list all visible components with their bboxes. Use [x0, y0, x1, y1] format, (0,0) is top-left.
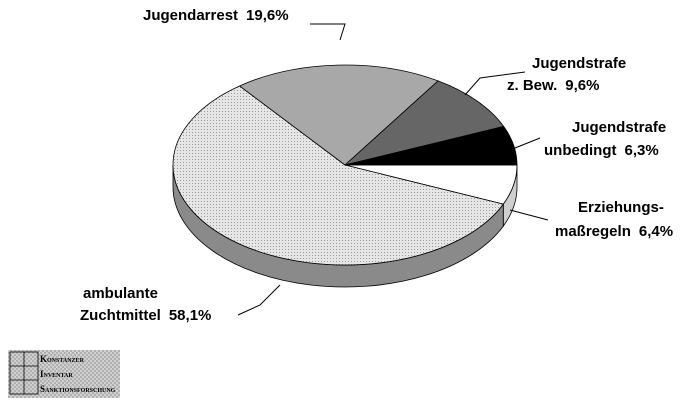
value-label: 19,6% [246, 7, 289, 24]
logo-text: Inventar [40, 369, 73, 379]
logo-text: Sanktionsforschung [40, 384, 116, 394]
leader-lines [237, 23, 549, 316]
slice-label-line: z. Bew. [507, 77, 557, 94]
slice-label-line: Jugendstrafe [532, 55, 630, 72]
value-label: 9,6% [565, 77, 599, 94]
leader-line [464, 71, 526, 96]
slice-label: Erziehungs-maßregeln [555, 199, 664, 240]
slice-label-line: maßregeln [555, 223, 631, 240]
leader-line [509, 209, 549, 221]
value-label: 6,4% [639, 223, 673, 240]
slice-label-line: Erziehungs- [578, 199, 664, 216]
pie-slice [238, 64, 439, 166]
slice-label: Jugendarrest [143, 7, 238, 24]
leader-line [310, 23, 346, 41]
slice-label: Jugendstrafe unbedingt [544, 119, 670, 159]
logo: Konstanzer Inventar Sanktionsforschung [8, 350, 120, 398]
slice-label: ambulante Zuchtmittel [80, 285, 162, 324]
slice-label-line: unbedingt [544, 142, 616, 159]
slice-label-line: ambulante [83, 285, 162, 302]
logo-text: Konstanzer [40, 354, 85, 364]
leader-line [509, 137, 541, 151]
pie-slice [344, 125, 518, 166]
slice-label-line: Zuchtmittel [80, 307, 161, 324]
slice-label: Jugendstrafe z. Bew. [507, 55, 630, 94]
pie-slice [344, 80, 505, 166]
leader-line [237, 284, 281, 316]
logo-background [8, 350, 120, 398]
pie [172, 64, 518, 288]
value-label: 6,3% [624, 142, 658, 159]
value-label: 58,1% [169, 307, 212, 324]
pie-slice [172, 85, 504, 266]
slice-label-line: Jugendstrafe [572, 119, 670, 136]
slice-label-line: Jugendarrest [143, 7, 238, 24]
